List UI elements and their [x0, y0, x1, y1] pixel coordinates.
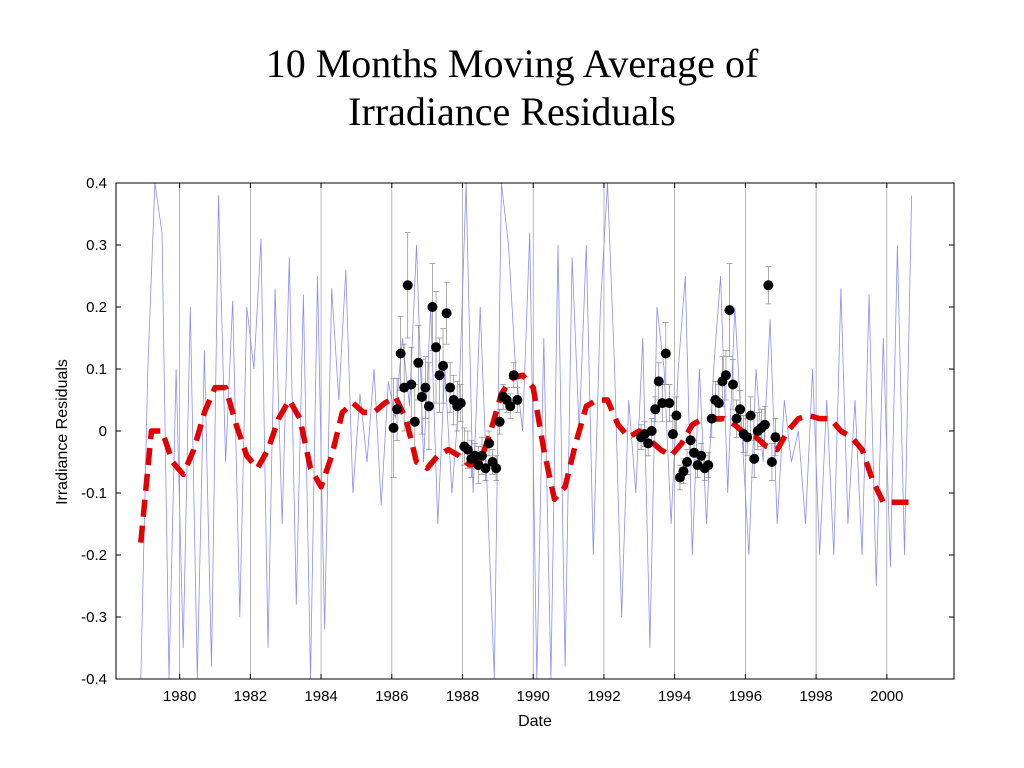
observation-point-60 [720, 370, 731, 381]
observation-point-10 [423, 401, 434, 412]
observation-point-13 [434, 370, 445, 381]
x-tick-label-1990: 1990 [517, 688, 550, 705]
observation-point-44 [664, 398, 675, 409]
x-axis-label: Date [518, 713, 552, 730]
observation-point-61 [724, 305, 735, 316]
observation-point-72 [763, 280, 774, 291]
observation-point-62 [728, 379, 739, 390]
observation-point-49 [682, 457, 693, 467]
observation-point-66 [742, 432, 753, 443]
y-tick-label-6: 0.2 [86, 299, 107, 316]
observation-point-26 [480, 463, 491, 474]
observation-point-41 [653, 376, 664, 387]
x-tick-label-1988: 1988 [446, 688, 479, 705]
observation-point-58 [713, 398, 724, 409]
observation-point-2 [395, 348, 406, 359]
axis-ticks [116, 182, 954, 680]
observation-point-35 [512, 395, 523, 405]
x-tick-label-1998: 1998 [799, 688, 832, 705]
observation-point-46 [671, 410, 682, 421]
observation-point-9 [420, 382, 431, 393]
observation-point-15 [441, 308, 452, 319]
series-raw-residuals [140, 182, 912, 680]
observation-point-6 [409, 416, 420, 427]
observation-point-68 [749, 453, 760, 464]
observation-point-56 [706, 413, 717, 424]
x-tick-label-1996: 1996 [729, 688, 762, 705]
observation-point-40 [650, 404, 661, 415]
chart-title-line-1: 10 Months Moving Average of [265, 41, 759, 86]
observation-point-1 [392, 404, 403, 415]
x-tick-label-1984: 1984 [304, 688, 337, 705]
x-tick-label-1980: 1980 [163, 688, 196, 705]
y-tick-label-8: 0.4 [86, 175, 107, 192]
series-moving-average [138, 372, 916, 543]
x-tick-label-1992: 1992 [587, 688, 620, 705]
observation-point-14 [438, 360, 449, 371]
observation-point-48 [678, 466, 689, 477]
y-tick-label-1: -0.3 [81, 609, 107, 626]
observation-point-64 [735, 404, 746, 415]
x-tick-label-1986: 1986 [375, 688, 408, 705]
observation-point-16 [445, 382, 456, 393]
x-tick-label-1994: 1994 [658, 688, 691, 705]
observation-point-7 [413, 357, 424, 368]
observation-point-45 [667, 429, 678, 440]
y-tick-label-5: 0.1 [86, 361, 107, 378]
observation-point-63 [731, 413, 742, 424]
moving-average-line [138, 372, 916, 543]
observation-point-30 [494, 416, 505, 427]
observation-point-11 [427, 302, 438, 312]
observation-point-73 [766, 457, 777, 467]
observation-point-53 [696, 450, 707, 461]
observation-point-55 [703, 460, 714, 471]
observation-point-23 [469, 450, 480, 461]
observation-point-38 [643, 438, 654, 449]
observation-point-21 [462, 444, 473, 455]
observation-point-19 [455, 398, 466, 409]
observation-point-8 [416, 391, 427, 402]
chart-title-line-2: Irradiance Residuals [348, 89, 676, 134]
y-tick-label-2: -0.2 [81, 547, 107, 564]
observation-point-27 [484, 438, 495, 449]
raw-residuals-line [140, 182, 912, 680]
observation-point-25 [476, 450, 487, 461]
x-tick-labels: 1980 1982 1984 1986 1988 1990 1992 1994 1996 1998… [163, 688, 904, 705]
observation-point-4 [402, 280, 413, 291]
observation-point-67 [745, 410, 756, 421]
x-tick-label-1982: 1982 [234, 688, 267, 705]
observation-point-34 [508, 370, 519, 381]
observation-point-50 [685, 435, 696, 446]
y-tick-label-7: 0.3 [86, 237, 107, 254]
observation-point-43 [660, 348, 671, 359]
y-tick-labels: -0.4 -0.3 -0.2 -0.1 0 0.1 0.2 0.3 0.4 [81, 175, 107, 688]
observation-point-71 [759, 419, 770, 430]
observation-point-33 [505, 401, 516, 412]
y-tick-label-4: 0 [99, 423, 107, 440]
y-axis-label: Irradiance Residuals [54, 359, 71, 505]
observation-point-0 [388, 422, 399, 433]
observation-point-42 [657, 398, 668, 409]
x-tick-label-2000: 2000 [870, 688, 903, 705]
y-tick-label-3: -0.1 [81, 485, 107, 502]
observation-point-5 [406, 379, 417, 390]
observation-point-74 [770, 432, 781, 443]
series-observations [388, 280, 781, 483]
y-tick-label-0: -0.4 [81, 671, 107, 688]
observation-point-12 [430, 342, 441, 353]
chart-title: 10 Months Moving Average of Irradiance R… [0, 40, 1024, 136]
observation-point-39 [646, 426, 657, 436]
observation-point-29 [491, 463, 502, 474]
